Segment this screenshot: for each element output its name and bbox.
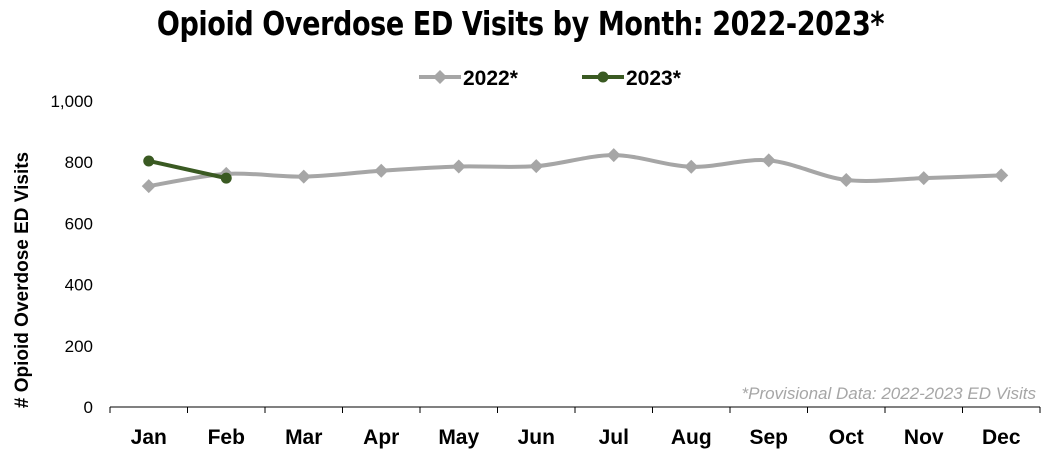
x-tick-label: May [438,426,479,449]
series-2022-point [141,179,156,194]
series-2022-point [839,172,854,187]
series-2022-point [994,168,1009,183]
legend-2023-label: 2023* [626,67,682,90]
y-tick-label: 1,000 [50,92,93,111]
legend-2022-label: 2022* [463,67,519,90]
x-tick-label: Aug [671,426,712,449]
x-tick-label: Sep [749,426,788,449]
y-tick-label: 200 [65,337,93,356]
series-2022-point [451,159,466,174]
chart-title: Opioid Overdose ED Visits by Month: 2022… [156,4,885,43]
x-tick-label: Feb [208,426,245,449]
series-2023-point [143,155,155,167]
series-2022-point [761,153,776,168]
series-2022-point [606,148,621,163]
series-2022-point [374,163,389,178]
series-2022-point [684,159,699,174]
series-2023-line [146,158,229,181]
x-tick-label: Oct [829,426,864,449]
y-tick-label: 0 [84,398,93,417]
x-tick-label: Jul [599,426,629,449]
x-tick-label: Dec [982,426,1021,449]
series-2022-line [146,153,1004,189]
series-2023-point [220,172,232,184]
x-tick-label: Apr [363,426,399,449]
x-tick-label: Jan [131,426,167,449]
x-tick-label: Nov [904,426,944,449]
legend-2023-marker [597,71,609,83]
provisional-data-note: *Provisional Data: 2022-2023 ED Visits [741,384,1036,403]
y-axis-label: # Opioid Overdose ED Visits [12,152,33,408]
series-2022-point [296,169,311,184]
series-2022-point [916,171,931,186]
x-tick-label: Mar [285,426,322,449]
y-tick-label: 400 [65,276,93,295]
y-tick-label: 600 [65,214,93,233]
x-tick-label: Jun [518,426,555,449]
legend-2022-marker [433,70,447,84]
series-2022-point [529,159,544,174]
y-tick-label: 800 [65,153,93,172]
